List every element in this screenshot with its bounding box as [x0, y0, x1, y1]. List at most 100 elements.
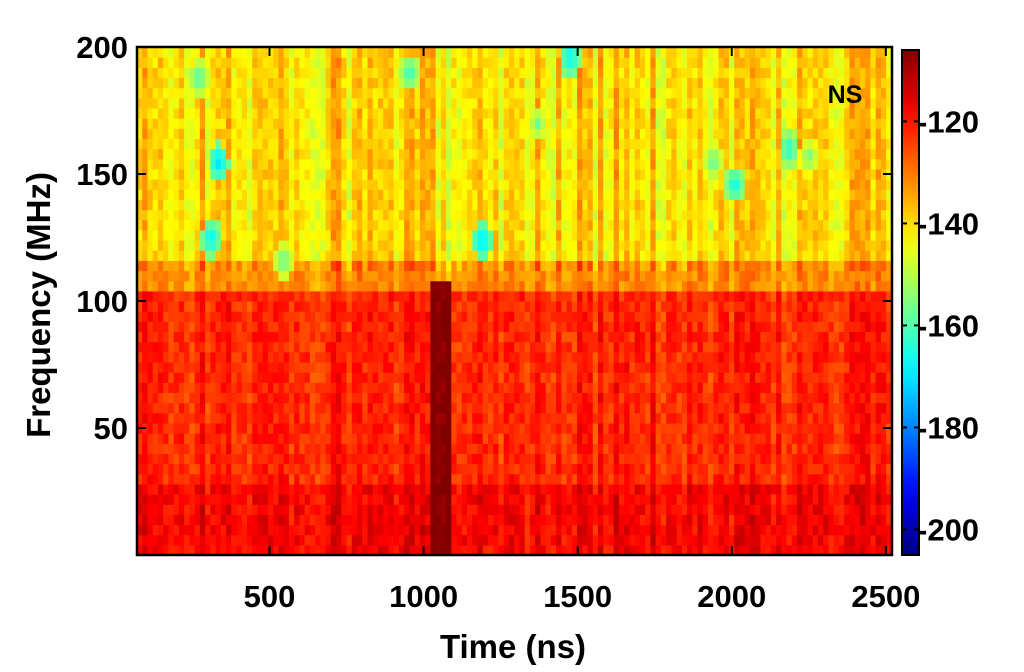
- heatmap-cell: [545, 290, 552, 302]
- heatmap-cell: [152, 290, 159, 302]
- heatmap-cell: [467, 260, 473, 272]
- heatmap-cell: [309, 422, 316, 434]
- heatmap-cell: [425, 514, 431, 526]
- heatmap-cell: [398, 57, 405, 68]
- heatmap-cell: [194, 524, 201, 536]
- heatmap-cell: [315, 47, 321, 58]
- heatmap-cell: [351, 87, 358, 99]
- heatmap-cell: [372, 524, 379, 536]
- heatmap-cell: [273, 433, 280, 444]
- heatmap-cell: [540, 483, 547, 495]
- heatmap-cell: [325, 422, 332, 434]
- heatmap-cell: [168, 260, 175, 272]
- heatmap-cell: [545, 392, 552, 404]
- heatmap-cell: [152, 392, 159, 404]
- heatmap-cell: [608, 97, 615, 109]
- heatmap-cell: [137, 392, 143, 404]
- heatmap-cell: [278, 128, 285, 140]
- heatmap-cell: [315, 87, 321, 99]
- heatmap-cell: [587, 443, 594, 454]
- heatmap-cell: [205, 412, 211, 424]
- heatmap-cell: [414, 453, 421, 465]
- heatmap-cell: [482, 97, 489, 109]
- heatmap-cell: [488, 199, 494, 211]
- heatmap-cell: [168, 544, 175, 555]
- heatmap-cell: [247, 402, 253, 414]
- heatmap-cell: [299, 331, 306, 343]
- heatmap-cell: [257, 412, 264, 424]
- heatmap-cell: [582, 494, 589, 505]
- heatmap-cell: [634, 422, 641, 434]
- heatmap-cell: [440, 412, 447, 424]
- heatmap-cell: [163, 77, 169, 89]
- heatmap-cell: [257, 270, 264, 282]
- heatmap-cell: [267, 311, 274, 322]
- heatmap-cell: [650, 148, 657, 160]
- heatmap-cell: [142, 443, 149, 454]
- heatmap-cell: [205, 483, 211, 495]
- heatmap-cell: [435, 341, 442, 353]
- heatmap-cell: [425, 107, 431, 119]
- heatmap-cell: [419, 138, 426, 150]
- heatmap-cell: [189, 219, 196, 231]
- heatmap-cell: [550, 301, 557, 312]
- heatmap-cell: [634, 372, 641, 383]
- heatmap-cell: [210, 331, 217, 343]
- heatmap-cell: [482, 351, 489, 363]
- heatmap-cell: [226, 107, 232, 119]
- heatmap-cell: [398, 87, 405, 99]
- heatmap-cell: [346, 138, 353, 150]
- heatmap-cell: [529, 392, 536, 404]
- heatmap-cell: [440, 473, 447, 485]
- heatmap-cell: [419, 483, 426, 495]
- heatmap-cell: [309, 158, 316, 170]
- heatmap-cell: [152, 270, 159, 282]
- heatmap-cell: [587, 361, 594, 373]
- heatmap-cell: [137, 270, 143, 282]
- heatmap-cell: [398, 240, 405, 251]
- heatmap-cell: [629, 534, 636, 546]
- heatmap-cell: [226, 47, 232, 58]
- heatmap-cell: [315, 158, 321, 170]
- heatmap-cell: [624, 473, 631, 485]
- heatmap-cell: [220, 483, 227, 495]
- heatmap-cell: [152, 97, 159, 109]
- heatmap-cell: [425, 321, 431, 333]
- heatmap-cell: [393, 372, 400, 383]
- heatmap-cell: [205, 524, 211, 536]
- heatmap-cell: [178, 422, 185, 434]
- heatmap-cell: [540, 260, 547, 272]
- heatmap-cell: [582, 514, 589, 526]
- heatmap-cell: [556, 260, 562, 272]
- heatmap-cell: [650, 321, 657, 333]
- heatmap-cell: [163, 179, 169, 190]
- heatmap-cell: [618, 290, 625, 302]
- heatmap-cell: [388, 514, 395, 526]
- heatmap-cell: [383, 311, 390, 322]
- heatmap-cell: [252, 118, 259, 129]
- heatmap-cell: [592, 148, 599, 160]
- heatmap-cell: [377, 372, 384, 383]
- heatmap-cell: [372, 402, 379, 414]
- heatmap-cell: [467, 219, 473, 231]
- heatmap-cell: [524, 87, 531, 99]
- heatmap-cell: [414, 270, 421, 282]
- heatmap-cell: [655, 463, 662, 475]
- heatmap-cell: [205, 179, 211, 190]
- heatmap-cell: [430, 107, 437, 119]
- heatmap-cell: [362, 351, 369, 363]
- heatmap-cell: [199, 422, 206, 434]
- heatmap-cell: [618, 77, 625, 89]
- heatmap-cell: [189, 67, 196, 79]
- heatmap-cell: [267, 199, 274, 211]
- heatmap-cell: [529, 473, 536, 485]
- heatmap-cell: [194, 138, 201, 150]
- heatmap-cell: [393, 514, 400, 526]
- heatmap-cell: [414, 372, 421, 383]
- heatmap-cell: [320, 158, 327, 170]
- heatmap-cell: [294, 270, 300, 282]
- heatmap-cell: [629, 422, 636, 434]
- heatmap-cell: [482, 443, 489, 454]
- heatmap-cell: [231, 534, 238, 546]
- heatmap-cell: [288, 473, 295, 485]
